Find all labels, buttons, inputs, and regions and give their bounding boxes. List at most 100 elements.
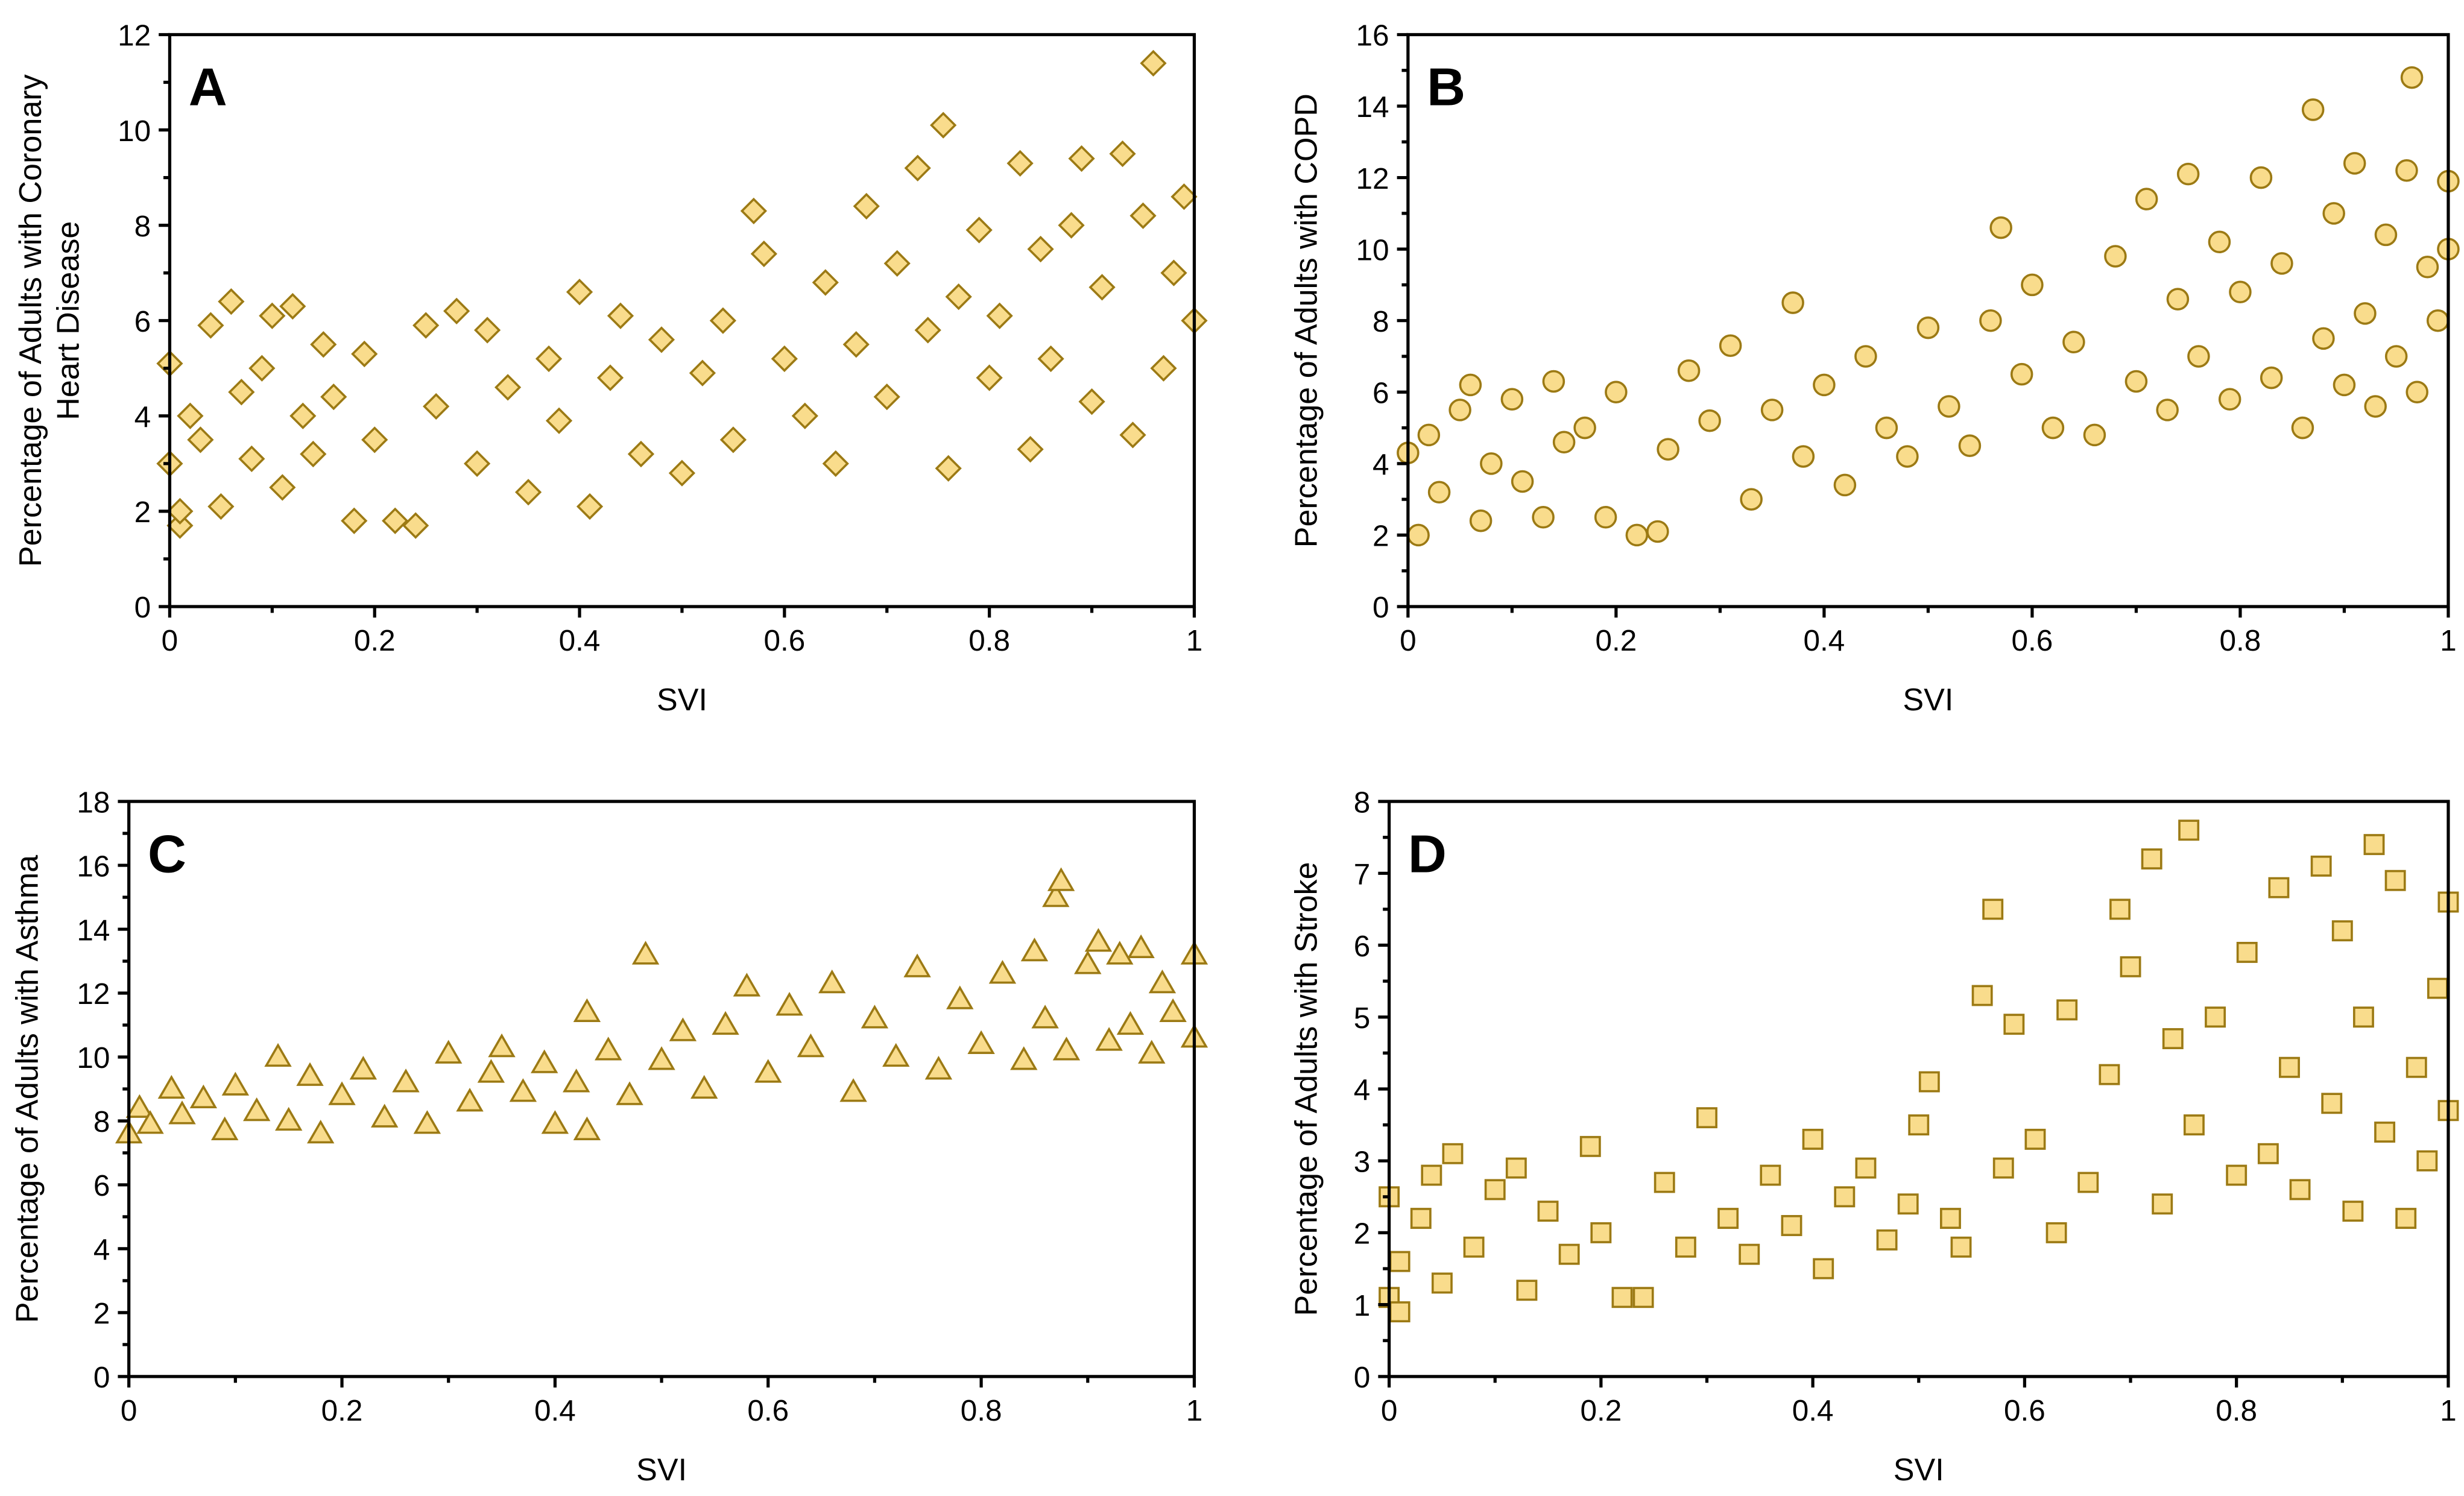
data-point (1116, 1011, 1145, 1035)
data-point (2333, 373, 2356, 397)
data-point (443, 297, 470, 325)
y-tick-label: 4 (134, 400, 151, 434)
y-tick-label: 0 (1373, 591, 1389, 624)
data-point (2187, 345, 2210, 368)
data-point (535, 345, 563, 373)
data-point (464, 450, 491, 477)
data-point (300, 440, 327, 468)
data-point (1813, 373, 1836, 397)
data-point (818, 969, 846, 994)
x-tick-label: 0.4 (559, 624, 601, 657)
data-point (842, 331, 870, 358)
data-point (423, 393, 450, 420)
panel-c: 0 2 4 6 8 10 12 14 16 18 0 0.2 0.4 0.6 0.8 1 SVI Percenta… (10, 786, 1208, 1488)
data-point (2354, 302, 2377, 325)
data-point (2124, 370, 2148, 393)
x-tick-label: 1 (1186, 624, 1203, 657)
data-point (1159, 998, 1187, 1022)
y-tick-label: 8 (134, 210, 151, 243)
data-point (2166, 288, 2190, 311)
data-point (1579, 1135, 1601, 1157)
data-point (2312, 327, 2335, 350)
data-point (1010, 1046, 1038, 1070)
data-point (566, 279, 593, 306)
data-point (1160, 259, 1187, 286)
data-point (2045, 1222, 2067, 1243)
data-point (2331, 920, 2353, 942)
data-point (776, 992, 803, 1016)
data-point (1876, 1229, 1898, 1251)
data-point (1140, 49, 1167, 77)
data-point (1129, 202, 1157, 229)
data-point (361, 426, 388, 453)
x-tick-label: 0.4 (534, 1394, 576, 1427)
data-point (1950, 1236, 1972, 1258)
data-point (189, 1084, 218, 1109)
data-point (690, 1075, 718, 1099)
data-point (1484, 1179, 1506, 1201)
data-point (935, 455, 962, 482)
x-axis-label: SVI (1894, 1453, 1944, 1488)
x-tick-label: 0.8 (2216, 1394, 2257, 1427)
data-point (349, 1055, 377, 1080)
data-point (1037, 345, 1064, 373)
data-point (157, 1075, 186, 1099)
data-point (2301, 98, 2325, 121)
y-tick-label: 12 (77, 977, 110, 1011)
data-point (2003, 1014, 2025, 1035)
data-point (509, 1078, 537, 1102)
data-point (514, 479, 542, 506)
data-point (2384, 870, 2406, 891)
data-point (1459, 373, 1482, 397)
data-point (2120, 956, 2141, 977)
data-point (177, 402, 204, 429)
data-point (930, 112, 957, 139)
data-point (791, 402, 818, 429)
data-point (2426, 309, 2450, 332)
data-point (412, 312, 440, 339)
x-tick-label: 0.8 (968, 624, 1010, 657)
x-tick-label: 1 (2440, 1394, 2457, 1427)
data-point (1170, 183, 1198, 210)
plot-frame (168, 33, 1196, 608)
data-point (2291, 416, 2314, 440)
y-tick-label: 18 (77, 786, 110, 819)
data-point (2279, 1056, 2300, 1078)
data-point (435, 1040, 463, 1064)
data-point (2427, 977, 2448, 999)
x-axis-label: SVI (1903, 683, 1953, 718)
data-point (2010, 362, 2033, 386)
data-point (2178, 819, 2200, 841)
data-point (541, 1110, 569, 1134)
data-point (1573, 416, 1596, 440)
data-point (1427, 481, 1451, 504)
data-point (1855, 1157, 1877, 1179)
data-point (1537, 1201, 1559, 1222)
data-point (242, 1097, 271, 1122)
data-point (1958, 434, 1982, 457)
data-point (2416, 1150, 2438, 1172)
data-point (1833, 473, 1857, 497)
data-point (197, 312, 224, 339)
data-point (945, 283, 972, 311)
y-tick-label: 8 (93, 1105, 110, 1138)
data-point (166, 497, 194, 525)
data-point (531, 1049, 558, 1073)
data-point (2310, 855, 2332, 877)
data-point (1834, 1186, 1856, 1208)
x-tick-label: 0 (1381, 1394, 1398, 1427)
y-tick-label: 10 (77, 1041, 110, 1075)
data-point (1897, 1193, 1919, 1215)
y-axis-label: Percentage of Adults with Stroke (1289, 862, 1324, 1316)
y-tick-label: 14 (1356, 90, 1389, 124)
data-point (627, 440, 655, 468)
data-point (1739, 1243, 1760, 1265)
x-tick-label: 0.6 (747, 1394, 789, 1427)
data-point (1442, 1143, 1464, 1164)
data-point (1675, 1236, 1696, 1258)
data-point (2270, 252, 2293, 275)
data-point (248, 355, 276, 382)
data-point (2268, 877, 2290, 898)
data-point (1558, 1243, 1580, 1265)
y-tick-label: 3 (1354, 1145, 1371, 1178)
